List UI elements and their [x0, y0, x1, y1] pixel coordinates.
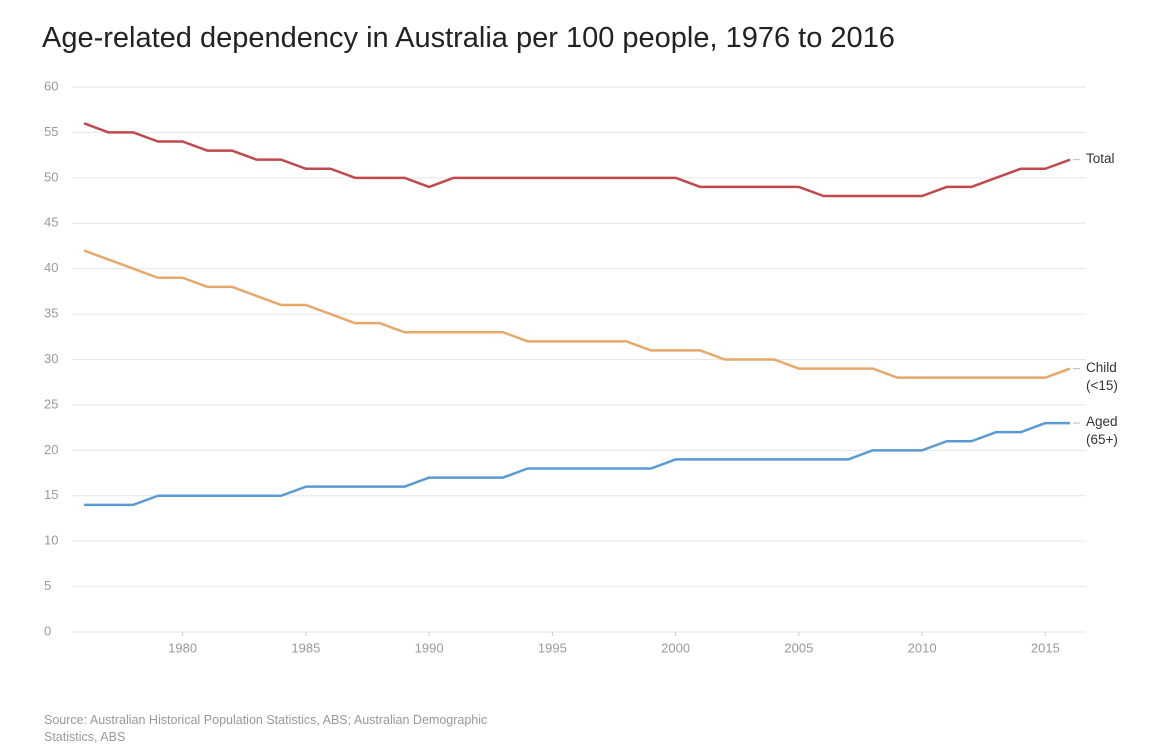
series-line [83, 122, 1071, 198]
x-tick-label: 1995 [538, 640, 567, 655]
y-tick-label: 35 [44, 306, 58, 321]
y-tick-label: 5 [44, 578, 51, 593]
x-tick-label: 1985 [291, 640, 320, 655]
series-label: Child (<15) [1086, 359, 1118, 393]
source-note: Source: Australian Historical Population… [44, 713, 488, 744]
y-tick-label: 10 [44, 533, 58, 548]
x-tick-label: 1980 [168, 640, 197, 655]
x-tick-label: 2000 [661, 640, 690, 655]
y-tick-label: 0 [44, 623, 51, 638]
series-line [83, 249, 1071, 379]
y-tick-label: 20 [44, 442, 58, 457]
y-tick-label: 45 [44, 215, 58, 230]
series-label: Total [1086, 150, 1115, 166]
chart-title: Age-related dependency in Australia per … [42, 22, 895, 54]
y-tick-label: 55 [44, 124, 58, 139]
y-tick-label: 50 [44, 169, 58, 184]
y-tick-label: 15 [44, 487, 58, 502]
series-label: Aged (65+) [1086, 414, 1118, 448]
x-tick-label: 1990 [415, 640, 444, 655]
series-line [84, 421, 1070, 507]
y-tick-label: 60 [44, 78, 58, 93]
x-tick-label: 2010 [908, 640, 937, 655]
y-tick-label: 25 [44, 396, 58, 411]
x-tick-label: 2015 [1031, 640, 1060, 655]
y-tick-label: 40 [44, 260, 58, 275]
y-tick-label: 30 [44, 351, 58, 366]
x-tick-label: 2005 [784, 640, 813, 655]
